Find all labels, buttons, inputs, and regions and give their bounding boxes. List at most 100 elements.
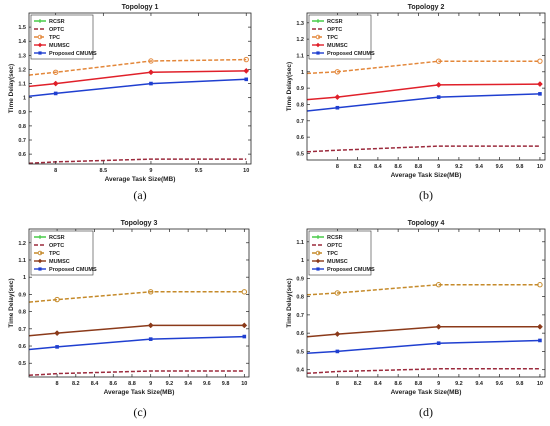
series-layer [307, 58, 543, 153]
chart-panel-1: Topology 1 8 8.5 9 9.5 10 0.6 0.7 0.8 0.9 1 1.1 1.2 1… [8, 4, 252, 202]
x-tick-label: 9 [149, 168, 152, 174]
x-tick-label: 9.2 [455, 164, 463, 170]
x-tick-label: 8.5 [99, 168, 107, 174]
x-tick-label: 8.2 [354, 381, 362, 387]
x-tick-label: 9.2 [166, 381, 174, 387]
data-point-tpc [334, 69, 341, 75]
legend-marker [315, 34, 321, 40]
legend-entry: MUMSC [327, 43, 348, 49]
x-tick-label: 8 [336, 381, 339, 387]
y-tick-label: 0.5 [296, 151, 304, 157]
legend-marker [38, 19, 42, 23]
y-tick-label: 1.2 [18, 241, 26, 247]
data-point-mumsc [54, 330, 61, 337]
data-point-proposed-cmums [242, 334, 247, 339]
y-tick-label: 1 [301, 258, 304, 264]
series-line-tpc [29, 291, 245, 303]
data-point-proposed-cmums [244, 77, 249, 82]
data-point-mumsc [243, 67, 250, 74]
chart-panel-3: Topology 3 8 8.2 8.4 8.6 8.8 9 9.2 9.4 9.6 9.8 10 0.… [8, 220, 250, 419]
legend-entry: OPTC [49, 243, 64, 249]
chart-panel-2: Topology 2 8 8.2 8.4 8.6 8.8 9 9.2 9.4 9.6 9.8 10 0.… [286, 4, 546, 202]
data-point-mumsc [536, 323, 543, 330]
series-line-proposed-cmums [307, 93, 540, 112]
y-tick-label: 1.3 [296, 21, 304, 27]
series-layer [29, 56, 250, 164]
legend: RCSR OPTC TPC MUMSC Proposed CMUMS [308, 14, 375, 60]
y-tick-label: 1.5 [18, 25, 26, 31]
y-tick-label: 0.6 [296, 331, 304, 337]
y-tick-label: 0.6 [18, 152, 26, 158]
y-tick-label: 0.5 [296, 349, 304, 355]
y-tick-label: 1.1 [18, 82, 26, 88]
x-axis-label: Average Task Size(MB) [104, 389, 175, 396]
series-line-proposed-cmums [29, 78, 247, 98]
data-point-tpc [243, 56, 249, 63]
chart-title: Topology 1 [122, 4, 159, 11]
x-tick-label: 9.4 [184, 381, 193, 387]
panel-caption: (b) [419, 188, 433, 202]
data-point-tpc [334, 290, 341, 296]
legend-entry: OPTC [327, 27, 342, 33]
y-tick-label: 0.9 [18, 292, 26, 298]
x-tick-label: 8.2 [354, 164, 362, 170]
legend-marker [316, 19, 320, 23]
x-tick-label: 9.8 [222, 381, 230, 387]
series-line-proposed-cmums [29, 335, 245, 351]
y-tick-label: 0.7 [18, 327, 26, 333]
data-point-mumsc [435, 323, 442, 330]
data-point-tpc [537, 58, 543, 64]
x-tick-label: 8.8 [415, 381, 423, 387]
x-axis-label: Average Task Size(MB) [391, 172, 462, 179]
x-tick-label: 8 [56, 381, 59, 387]
y-axis-label: Time Delay(sec) [286, 278, 293, 327]
y-tick-label: 0.8 [18, 124, 26, 130]
x-tick-label: 10 [537, 164, 543, 170]
data-point-mumsc [334, 331, 341, 338]
legend-marker [37, 250, 43, 256]
series-line-optc [29, 370, 245, 377]
y-axis-label: Time Delay(sec) [8, 64, 15, 113]
data-point-mumsc [241, 322, 248, 329]
legend-marker [38, 235, 42, 239]
y-tick-label: 1.1 [296, 53, 304, 59]
legend-marker [315, 250, 321, 256]
y-tick-label: 0.5 [18, 361, 26, 367]
legend-entry: OPTC [49, 27, 64, 33]
data-point-tpc [435, 282, 442, 288]
y-axis-label: Time Delay(sec) [286, 62, 293, 111]
plot-frame [28, 228, 250, 378]
x-tick-label: 10 [241, 381, 247, 387]
x-axis-label: Average Task Size(MB) [391, 389, 462, 396]
plot-frame [306, 12, 546, 161]
x-tick-label: 8.6 [394, 164, 402, 170]
legend-marker [38, 51, 42, 55]
y-tick-label: 0.7 [296, 119, 304, 125]
y-axis-label: Time Delay(sec) [8, 278, 15, 327]
x-tick-label: 8 [336, 164, 339, 170]
chart-title: Topology 2 [408, 4, 445, 11]
data-point-proposed-cmums [55, 345, 59, 349]
plot-frame [28, 12, 252, 165]
legend-marker [316, 51, 320, 55]
data-point-mumsc [147, 322, 154, 329]
x-tick-label: 9.6 [203, 381, 211, 387]
data-point-mumsc [536, 81, 543, 88]
legend-entry: Proposed CMUMS [49, 51, 97, 57]
data-point-proposed-cmums [53, 91, 58, 96]
x-tick-label: 9.8 [516, 164, 524, 170]
x-tick-label: 9.2 [455, 381, 463, 387]
data-point-mumsc [148, 69, 154, 76]
series-layer [307, 282, 543, 375]
data-point-proposed-cmums [149, 81, 153, 86]
y-tick-label: 0.9 [296, 276, 304, 282]
data-point-mumsc [334, 94, 341, 101]
legend-entry: MUMSC [327, 259, 348, 265]
y-tick-label: 1 [301, 70, 304, 76]
legend-entry: TPC [49, 35, 60, 41]
x-tick-label: 8.4 [374, 381, 383, 387]
data-point-proposed-cmums [335, 105, 340, 110]
data-point-proposed-cmums [436, 341, 441, 345]
legend-marker [37, 42, 43, 48]
y-tick-label: 1.4 [18, 39, 27, 45]
